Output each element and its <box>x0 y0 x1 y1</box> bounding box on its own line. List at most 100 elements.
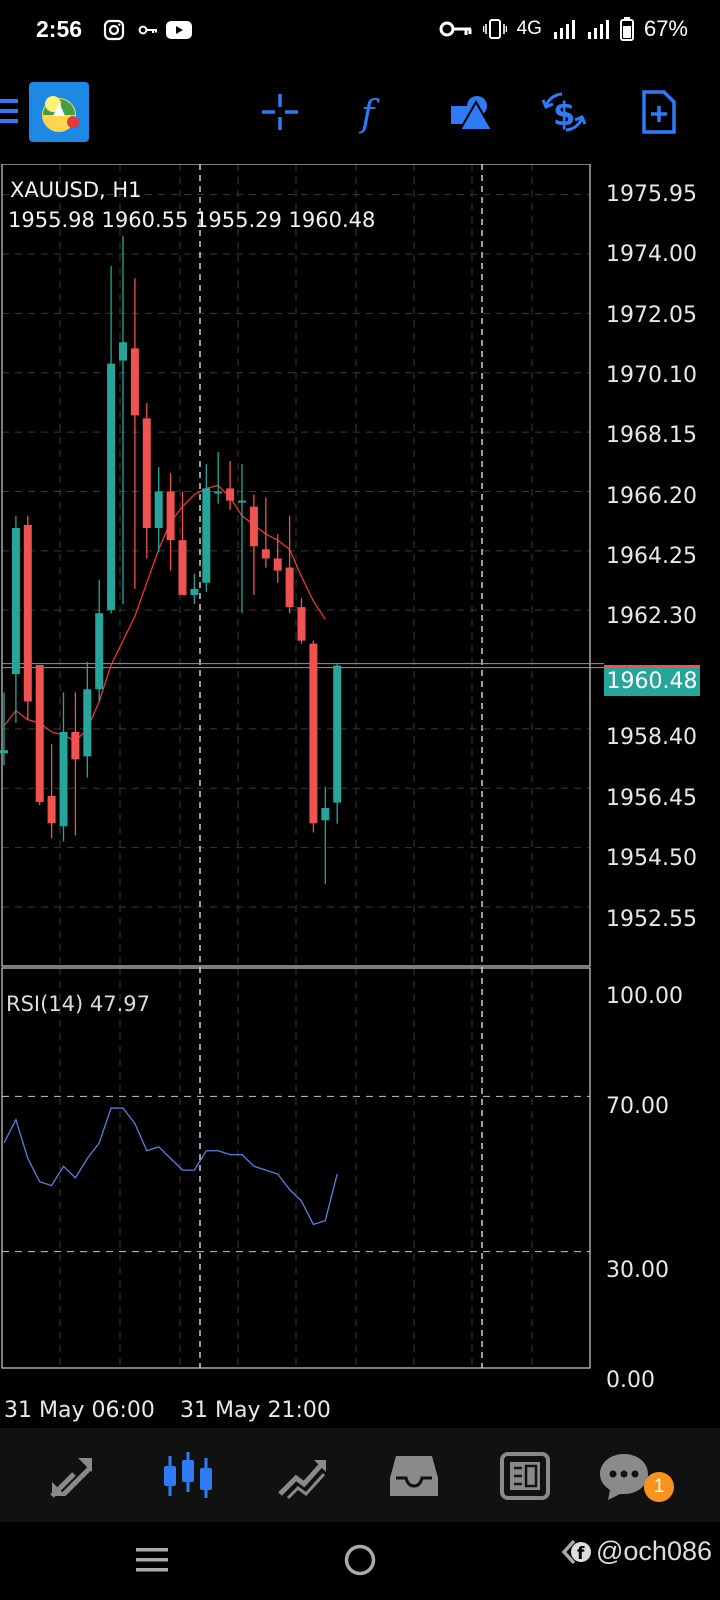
candle-body <box>226 488 235 501</box>
candle-body <box>261 549 270 559</box>
candle-body <box>297 607 306 641</box>
price-tick: 1964.25 <box>606 544 697 569</box>
rsi-chart-frame <box>1 967 591 1369</box>
candle-body <box>83 689 92 757</box>
time-tick: 31 May 06:00 <box>4 1398 155 1423</box>
rsi-line <box>3 1107 338 1226</box>
trade-tab-icon[interactable] <box>274 1448 330 1504</box>
candle-body <box>178 540 187 595</box>
history-tab-icon[interactable] <box>386 1448 442 1504</box>
status-right-group: 4G 67% <box>439 16 688 42</box>
status-bar: 2:56 4G 6 <box>0 0 720 62</box>
candle-body <box>273 558 282 571</box>
moving-average-line <box>3 484 326 742</box>
instagram-icon <box>103 19 125 41</box>
menu-icon[interactable] <box>0 96 20 126</box>
candle-body <box>190 588 199 595</box>
candle-body <box>309 643 318 824</box>
main-chart-frame <box>1 164 591 967</box>
chart-area[interactable] <box>0 164 720 1392</box>
new-document-icon[interactable] <box>634 88 682 136</box>
rsi-tick: 30.00 <box>606 1258 669 1283</box>
candle-body <box>321 808 330 821</box>
rsi-tick: 70.00 <box>606 1094 669 1119</box>
chart-toolbar: f $ <box>0 62 720 162</box>
candle-body <box>333 665 342 803</box>
candle-body <box>130 348 139 416</box>
home-icon[interactable] <box>342 1542 378 1578</box>
price-tick: 1952.55 <box>606 907 697 932</box>
vpn-key-icon <box>439 21 472 37</box>
price-tick: 1958.40 <box>606 725 697 750</box>
ma-polyline <box>3 484 326 742</box>
ohlc-values: 1955.98 1960.55 1955.29 1960.48 <box>8 208 376 232</box>
quotes-tab-icon[interactable] <box>44 1448 100 1504</box>
recent-apps-icon[interactable] <box>134 1544 172 1576</box>
system-navigation-bar: f @och086 <box>0 1522 720 1600</box>
candle-body <box>59 731 68 827</box>
candle-body <box>95 613 104 690</box>
svg-text:$: $ <box>553 95 575 133</box>
candle-body <box>11 527 20 675</box>
trade-dollar-icon[interactable]: $ <box>540 88 588 136</box>
battery-icon <box>619 17 634 41</box>
candle-body <box>47 795 56 824</box>
candles <box>0 235 342 885</box>
news-tab-icon[interactable] <box>498 1448 554 1504</box>
candle-body <box>0 750 8 754</box>
key-icon <box>138 25 157 35</box>
signal-icon <box>553 20 575 39</box>
chat-unread-badge: 1 <box>644 1472 674 1502</box>
chat-tab-icon[interactable] <box>596 1448 652 1504</box>
price-tick: 1970.10 <box>606 363 697 388</box>
rsi-tick: 100.00 <box>606 984 683 1009</box>
price-tick: 1972.05 <box>606 303 697 328</box>
battery-percent: 67% <box>643 16 688 41</box>
svg-text:f: f <box>577 1544 585 1564</box>
candle-body <box>238 500 246 503</box>
metatrader-logo[interactable] <box>29 82 89 142</box>
watermark-handle: @och086 <box>596 1536 712 1566</box>
network-type: 4G <box>516 18 542 39</box>
candle-body <box>202 488 211 583</box>
svg-text:f: f <box>358 94 380 135</box>
shapes-icon[interactable] <box>448 88 496 136</box>
price-tick: 1968.15 <box>606 423 697 448</box>
price-tick: 1962.30 <box>606 604 697 629</box>
back-icon[interactable]: f <box>558 1537 592 1567</box>
time-tick: 31 May 21:00 <box>180 1398 331 1423</box>
candle-body <box>154 491 163 528</box>
candle-body <box>285 567 294 608</box>
bottom-navigation: 1 <box>0 1428 720 1522</box>
price-tick: 1956.45 <box>606 786 697 811</box>
youtube-icon <box>166 21 192 39</box>
price-tick: 1954.50 <box>606 846 697 871</box>
symbol-timeframe: XAUUSD, H1 <box>10 178 142 202</box>
candle-body <box>107 363 116 611</box>
status-time: 2:56 <box>36 16 83 42</box>
candle-body <box>119 342 127 361</box>
price-tick: 1974.00 <box>606 242 697 267</box>
candle-body <box>166 491 175 541</box>
price-tick: 1975.95 <box>606 182 697 207</box>
rsi-indicator-label: RSI(14) 47.97 <box>6 992 151 1016</box>
signal-icon-2 <box>587 20 609 39</box>
price-tick: 1966.20 <box>606 484 697 509</box>
function-icon[interactable]: f <box>348 88 396 136</box>
watermark: f @och086 <box>558 1536 712 1567</box>
current-price-badge: 1960.48 <box>604 665 700 696</box>
chart-tab-icon[interactable] <box>160 1448 216 1504</box>
candle-body <box>71 731 80 760</box>
candle-body <box>214 491 223 494</box>
crosshair-icon[interactable] <box>256 88 304 136</box>
candlestick-chart[interactable] <box>0 164 720 1392</box>
candle-body <box>35 664 44 802</box>
chart-grid <box>2 164 590 1368</box>
chart-frame <box>1 164 604 1369</box>
candle-body <box>23 524 32 702</box>
rsi-tick: 0.00 <box>606 1368 655 1393</box>
rsi-polyline <box>3 1107 338 1226</box>
vibrate-icon <box>482 19 507 39</box>
candle-body <box>249 506 258 547</box>
candle-body <box>142 418 151 528</box>
